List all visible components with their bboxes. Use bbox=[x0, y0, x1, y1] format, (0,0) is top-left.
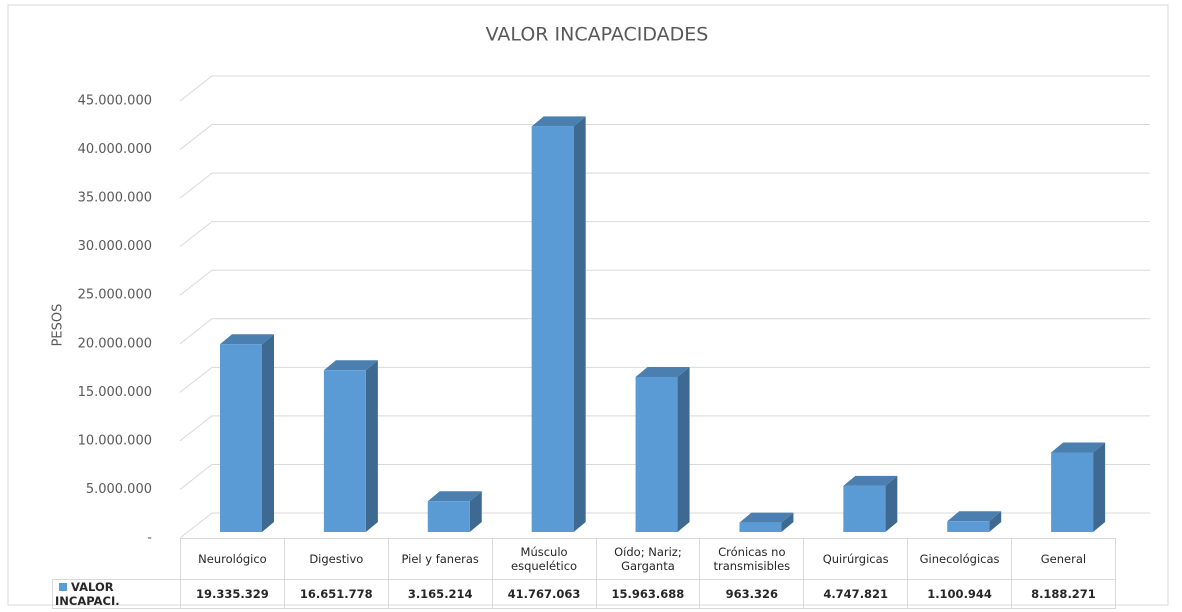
bar bbox=[220, 344, 262, 532]
bar bbox=[1051, 452, 1094, 532]
bar-top bbox=[1051, 442, 1106, 453]
value-label: 15.963.688 bbox=[595, 579, 701, 609]
bar-side bbox=[262, 334, 274, 532]
grid-line bbox=[179, 366, 1150, 393]
bar bbox=[947, 521, 990, 532]
x-tick-label: Crónicas no transmisibles bbox=[699, 538, 805, 580]
grid-line bbox=[179, 124, 1150, 150]
value-label: 8.188.271 bbox=[1011, 579, 1116, 609]
bar-top bbox=[739, 512, 794, 523]
y-tick-label: 5.000.000 bbox=[86, 482, 152, 497]
grid-line bbox=[179, 172, 1150, 199]
grid-line bbox=[179, 318, 1150, 345]
bar-top bbox=[843, 475, 898, 486]
bar-side bbox=[885, 475, 898, 532]
y-tick-label: - bbox=[147, 531, 152, 546]
value-row: VALOR INCAPACI. 19.335.329 16.651.778 3.165… bbox=[52, 579, 1116, 609]
value-label: 1.100.944 bbox=[907, 579, 1012, 609]
bar-top bbox=[427, 491, 482, 502]
y-axis-label: PESOS bbox=[51, 304, 66, 347]
bar-side bbox=[677, 366, 690, 532]
bar-side bbox=[573, 116, 586, 532]
y-tick-label: 20.000.000 bbox=[78, 336, 152, 351]
bar-top bbox=[635, 366, 690, 377]
legend-label: VALOR INCAPACI. bbox=[55, 580, 120, 608]
bar-side bbox=[1093, 442, 1106, 532]
bar-top bbox=[531, 116, 586, 127]
value-label: 963.326 bbox=[699, 579, 805, 609]
bar bbox=[427, 501, 470, 532]
bar-side bbox=[989, 511, 1002, 532]
empty-cell bbox=[52, 538, 181, 580]
x-tick-label: General bbox=[1011, 538, 1116, 580]
bar bbox=[635, 376, 678, 532]
grid-line bbox=[179, 512, 1150, 539]
value-label: 16.651.778 bbox=[283, 579, 389, 609]
x-tick-label: Digestivo bbox=[283, 538, 389, 580]
y-tick-label: 25.000.000 bbox=[78, 288, 152, 303]
y-tick-label: 10.000.000 bbox=[78, 433, 152, 448]
x-tick-label: Neurológico bbox=[180, 538, 285, 580]
x-tick-label: Ginecológicas bbox=[907, 538, 1012, 580]
bar bbox=[531, 126, 574, 532]
y-tick-label: 45.000.000 bbox=[78, 94, 152, 109]
category-row: Neurológico Digestivo Piel y faneras Múscul… bbox=[52, 538, 1116, 580]
y-tick-label: 30.000.000 bbox=[78, 239, 152, 254]
y-tick-label: 15.000.000 bbox=[78, 385, 152, 400]
chart-title: VALOR INCAPACIDADES bbox=[486, 24, 709, 46]
legend-swatch bbox=[59, 583, 67, 591]
x-tick-label: Quirúrgicas bbox=[803, 538, 909, 580]
bar-top bbox=[220, 334, 274, 345]
grid-line bbox=[179, 221, 1150, 248]
y-tick-label: 35.000.000 bbox=[78, 191, 152, 206]
x-tick-label: Músculo esquelético bbox=[491, 538, 597, 580]
data-table: Neurológico Digestivo Piel y faneras Múscul… bbox=[52, 538, 1116, 609]
bar bbox=[323, 370, 366, 532]
x-tick-label: Piel y faneras bbox=[387, 538, 493, 580]
grid-line bbox=[179, 415, 1150, 442]
bar-side bbox=[781, 512, 794, 532]
x-tick-label: Oído; Nariz; Garganta bbox=[595, 538, 701, 580]
y-tick-label: 40.000.000 bbox=[78, 142, 152, 157]
bar-top bbox=[947, 511, 1002, 522]
bar bbox=[843, 485, 886, 532]
bar-top bbox=[323, 360, 378, 371]
bar-side bbox=[365, 360, 378, 532]
value-label: 3.165.214 bbox=[387, 579, 493, 609]
bar bbox=[739, 522, 782, 532]
grid-line bbox=[179, 269, 1150, 296]
bar-side bbox=[469, 491, 482, 532]
value-label: 19.335.329 bbox=[180, 579, 285, 609]
grid-line bbox=[179, 463, 1150, 490]
value-label: 4.747.821 bbox=[803, 579, 909, 609]
value-label: 41.767.063 bbox=[491, 579, 597, 609]
legend-cell: VALOR INCAPACI. bbox=[52, 579, 181, 609]
grid-line bbox=[179, 75, 1150, 102]
